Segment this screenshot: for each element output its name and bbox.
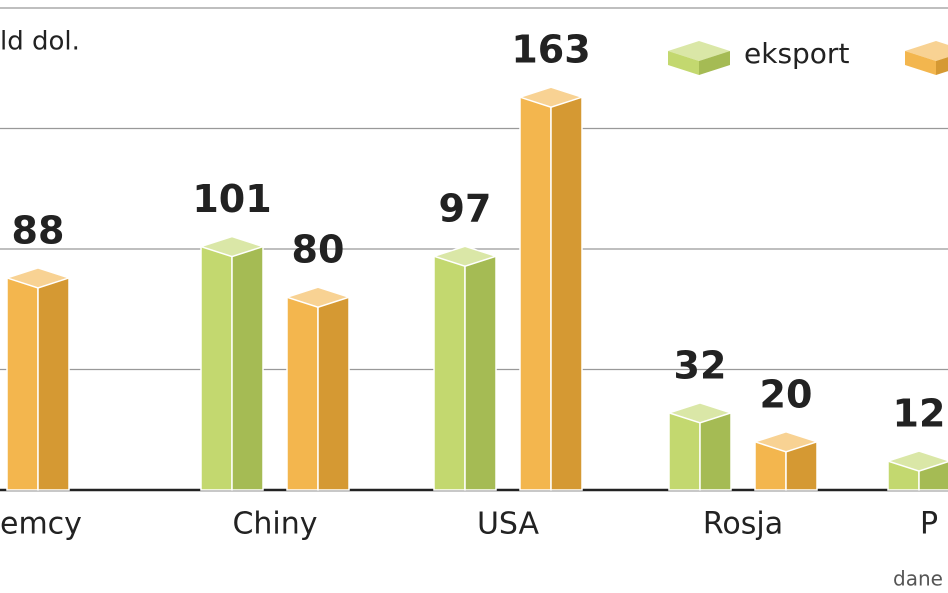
bar <box>284 286 352 491</box>
value-label: 20 <box>760 372 813 416</box>
legend-swatch-front <box>905 51 936 75</box>
value-label: 12 <box>893 392 946 436</box>
bar <box>666 402 734 491</box>
bar-top <box>431 245 499 268</box>
legend-swatch-side <box>936 57 948 75</box>
value-label: 163 <box>511 28 590 72</box>
bar-top <box>198 235 266 258</box>
bar-top <box>4 267 72 289</box>
x-tick-label: P <box>920 507 938 542</box>
bar-side <box>699 412 732 491</box>
bar-side <box>231 245 264 491</box>
legend-swatch-top <box>905 41 948 61</box>
legend-item: eksport <box>668 37 849 75</box>
bar-front <box>433 255 466 491</box>
value-label: 97 <box>439 187 492 231</box>
bar-front <box>6 277 39 491</box>
bar <box>198 235 266 491</box>
bar <box>752 431 820 491</box>
bar <box>517 86 585 491</box>
unit-label: ld dol. <box>0 27 80 57</box>
legend-item <box>905 41 948 75</box>
bar-top <box>885 450 948 472</box>
bar-side <box>37 277 70 491</box>
bar-front <box>668 412 701 491</box>
value-label: 101 <box>192 177 271 221</box>
bar <box>4 267 72 491</box>
bar <box>431 245 499 491</box>
value-label: 88 <box>12 208 65 252</box>
bar-top <box>752 431 820 453</box>
bar-top <box>666 402 734 424</box>
legend-swatch-front <box>668 51 699 75</box>
legend-swatch-side <box>699 51 730 75</box>
x-tick-label: USA <box>477 507 540 542</box>
bar-front <box>286 296 319 491</box>
bar-front <box>200 245 233 491</box>
x-tick-label: emcy <box>0 507 82 542</box>
value-label: 80 <box>292 228 345 272</box>
source-label: dane <box>893 567 943 591</box>
x-tick-label: Rosja <box>703 507 783 542</box>
bar-side <box>464 255 497 491</box>
bar-side <box>317 296 350 491</box>
bar <box>885 450 948 491</box>
bar-front <box>519 96 552 491</box>
bar-side <box>550 96 583 491</box>
legend-label: eksport <box>744 37 849 70</box>
bar-top <box>284 286 352 308</box>
bar-top <box>517 86 585 108</box>
x-tick-label: Chiny <box>232 507 317 542</box>
value-label: 32 <box>674 343 727 387</box>
